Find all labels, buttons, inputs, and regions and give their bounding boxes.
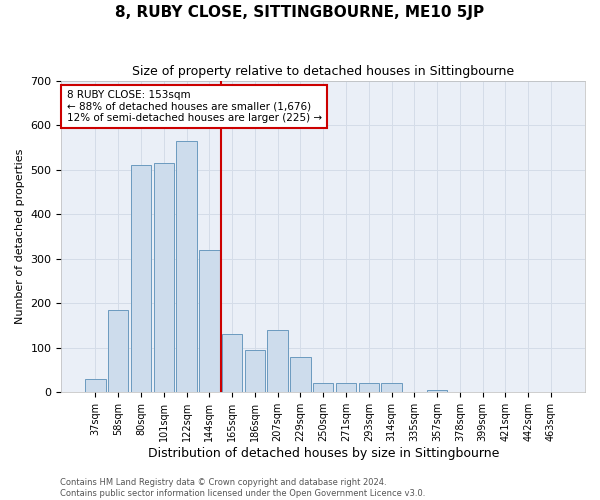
Text: 8 RUBY CLOSE: 153sqm
← 88% of detached houses are smaller (1,676)
12% of semi-de: 8 RUBY CLOSE: 153sqm ← 88% of detached h… bbox=[67, 90, 322, 123]
Bar bbox=[313, 384, 334, 392]
X-axis label: Distribution of detached houses by size in Sittingbourne: Distribution of detached houses by size … bbox=[148, 447, 499, 460]
Bar bbox=[290, 356, 311, 392]
Bar bbox=[268, 330, 288, 392]
Bar bbox=[85, 379, 106, 392]
Bar bbox=[245, 350, 265, 393]
Y-axis label: Number of detached properties: Number of detached properties bbox=[15, 149, 25, 324]
Bar bbox=[108, 310, 128, 392]
Title: Size of property relative to detached houses in Sittingbourne: Size of property relative to detached ho… bbox=[132, 65, 514, 78]
Text: 8, RUBY CLOSE, SITTINGBOURNE, ME10 5JP: 8, RUBY CLOSE, SITTINGBOURNE, ME10 5JP bbox=[115, 5, 485, 20]
Bar bbox=[381, 384, 402, 392]
Bar bbox=[154, 163, 174, 392]
Text: Contains HM Land Registry data © Crown copyright and database right 2024.
Contai: Contains HM Land Registry data © Crown c… bbox=[60, 478, 425, 498]
Bar bbox=[336, 384, 356, 392]
Bar bbox=[131, 165, 151, 392]
Bar bbox=[222, 334, 242, 392]
Bar bbox=[176, 140, 197, 392]
Bar bbox=[359, 384, 379, 392]
Bar bbox=[199, 250, 220, 392]
Bar bbox=[427, 390, 448, 392]
